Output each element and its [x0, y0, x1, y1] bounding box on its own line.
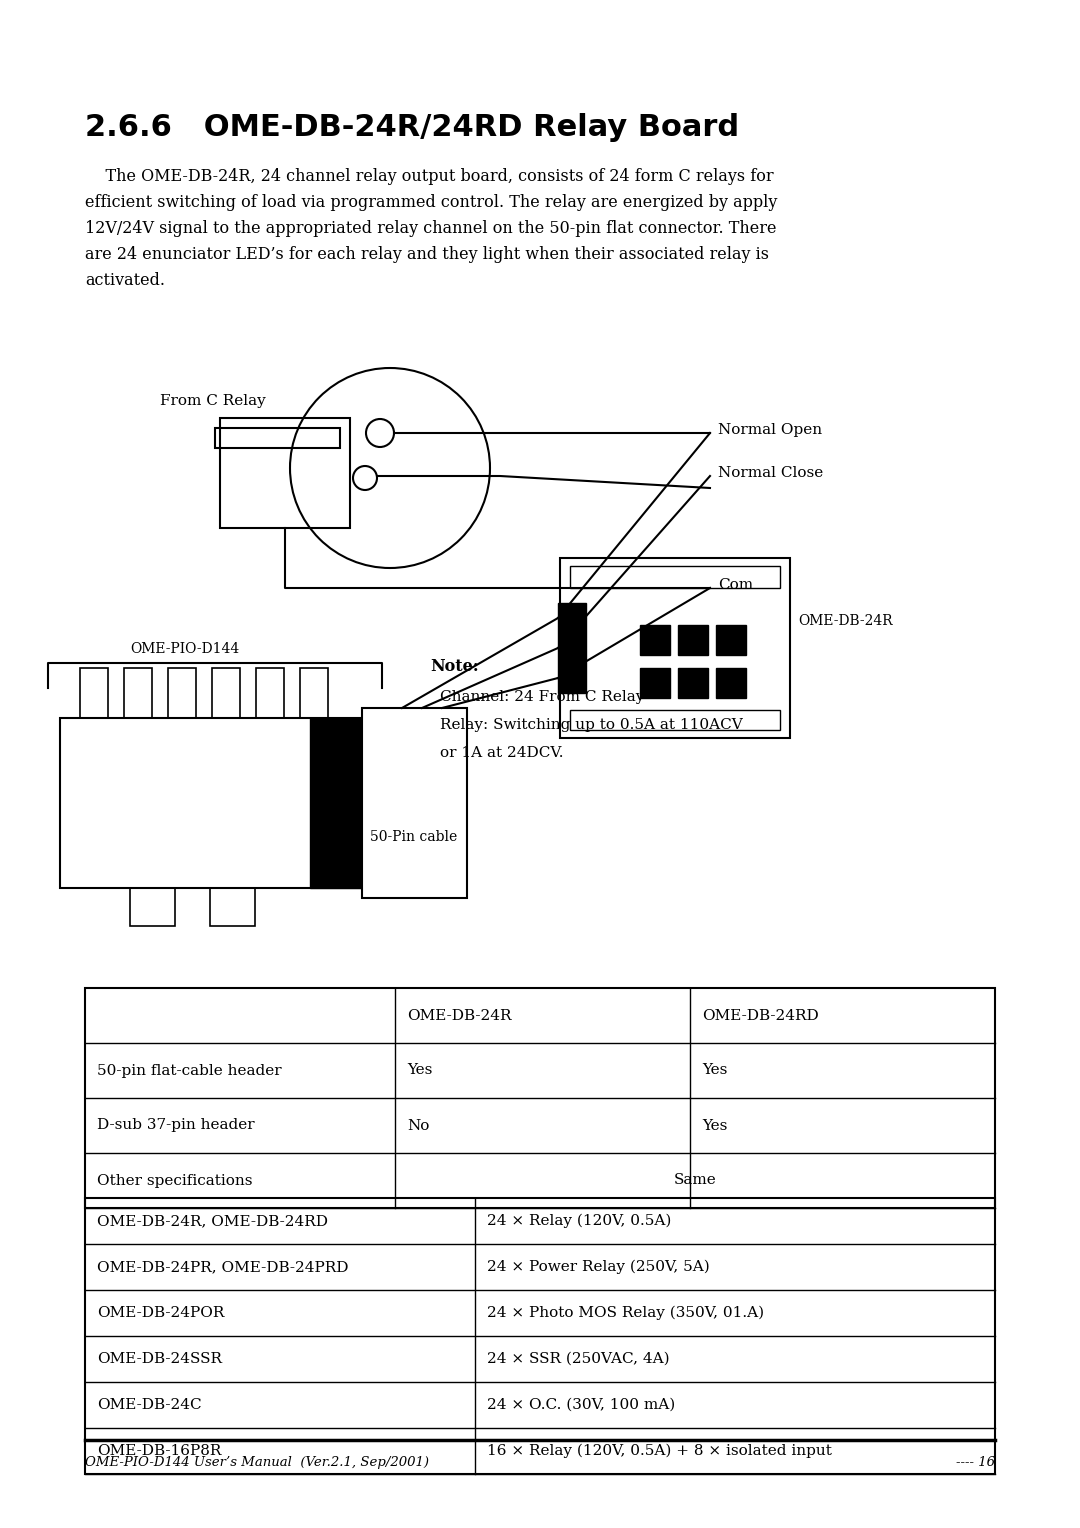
Bar: [678, 668, 708, 698]
Text: OME-PIO-D144: OME-PIO-D144: [130, 642, 240, 656]
Text: 24 × SSR (250VAC, 4A): 24 × SSR (250VAC, 4A): [487, 1352, 670, 1366]
Text: Same: Same: [674, 1174, 716, 1187]
Bar: [570, 711, 780, 730]
Text: Yes: Yes: [702, 1063, 727, 1077]
Text: OME-DB-24SSR: OME-DB-24SSR: [97, 1352, 222, 1366]
Text: D-sub 37-pin header: D-sub 37-pin header: [97, 1118, 255, 1132]
Text: From C Relay: From C Relay: [160, 394, 266, 408]
Bar: [716, 625, 746, 656]
Text: OME-DB-24RD: OME-DB-24RD: [702, 1008, 819, 1022]
Text: OME-DB-24R: OME-DB-24R: [798, 614, 893, 628]
Text: OME-DB-24R: OME-DB-24R: [407, 1008, 512, 1022]
Bar: [558, 604, 586, 694]
Text: OME-DB-16P8R: OME-DB-16P8R: [97, 1444, 221, 1458]
Bar: [678, 625, 708, 656]
Bar: [300, 668, 328, 718]
Bar: [716, 668, 746, 698]
Bar: [256, 668, 284, 718]
Text: OME-PIO-D144 User’s Manual  (Ver.2.1, Sep/2001): OME-PIO-D144 User’s Manual (Ver.2.1, Sep…: [85, 1456, 429, 1468]
Text: Com: Com: [718, 578, 753, 591]
Text: 24 × Relay (120V, 0.5A): 24 × Relay (120V, 0.5A): [487, 1213, 672, 1229]
Bar: [561, 558, 789, 738]
Bar: [168, 668, 195, 718]
Bar: [220, 419, 350, 529]
Bar: [85, 989, 995, 1209]
Text: OME-DB-24PR, OME-DB-24PRD: OME-DB-24PR, OME-DB-24PRD: [97, 1261, 349, 1274]
Text: 50-Pin cable: 50-Pin cable: [370, 830, 458, 843]
Text: 50-pin flat-cable header: 50-pin flat-cable header: [97, 1063, 282, 1077]
Text: 12V/24V signal to the appropriated relay channel on the 50-pin flat connector. T: 12V/24V signal to the appropriated relay…: [85, 220, 777, 237]
Bar: [130, 888, 175, 926]
Text: Normal Close: Normal Close: [718, 466, 823, 480]
Bar: [124, 668, 152, 718]
Text: Normal Open: Normal Open: [718, 423, 822, 437]
Bar: [85, 1198, 995, 1475]
Bar: [60, 718, 370, 888]
Text: efficient switching of load via programmed control. The relay are energized by a: efficient switching of load via programm…: [85, 194, 778, 211]
Text: OME-DB-24R, OME-DB-24RD: OME-DB-24R, OME-DB-24RD: [97, 1215, 328, 1229]
Text: are 24 enunciator LED’s for each relay and they light when their associated rela: are 24 enunciator LED’s for each relay a…: [85, 246, 769, 263]
Text: Yes: Yes: [702, 1118, 727, 1132]
Bar: [640, 668, 670, 698]
Text: 24 × Power Relay (250V, 5A): 24 × Power Relay (250V, 5A): [487, 1259, 710, 1274]
Text: 24 × O.C. (30V, 100 mA): 24 × O.C. (30V, 100 mA): [487, 1398, 675, 1412]
Text: Yes: Yes: [407, 1063, 432, 1077]
Bar: [362, 707, 467, 898]
Text: 24 × Photo MOS Relay (350V, 01.A): 24 × Photo MOS Relay (350V, 01.A): [487, 1306, 765, 1320]
Text: ---- 16: ---- 16: [956, 1456, 995, 1468]
Text: Other specifications: Other specifications: [97, 1174, 253, 1187]
Bar: [310, 718, 362, 888]
Text: Relay: Switching up to 0.5A at 110ACV: Relay: Switching up to 0.5A at 110ACV: [440, 718, 743, 732]
Bar: [212, 668, 240, 718]
Bar: [210, 888, 255, 926]
Text: Note:: Note:: [430, 659, 478, 675]
Bar: [80, 668, 108, 718]
Text: or 1A at 24DCV.: or 1A at 24DCV.: [440, 746, 564, 759]
Text: Channel: 24 From C Relay: Channel: 24 From C Relay: [440, 691, 645, 704]
Bar: [640, 625, 670, 656]
Bar: [570, 565, 780, 588]
Text: activated.: activated.: [85, 272, 165, 289]
Text: OME-DB-24POR: OME-DB-24POR: [97, 1306, 225, 1320]
Text: 16 × Relay (120V, 0.5A) + 8 × isolated input: 16 × Relay (120V, 0.5A) + 8 × isolated i…: [487, 1444, 832, 1458]
Text: 2.6.6   OME-DB-24R/24RD Relay Board: 2.6.6 OME-DB-24R/24RD Relay Board: [85, 113, 739, 142]
Text: OME-DB-24C: OME-DB-24C: [97, 1398, 202, 1412]
Text: The OME-DB-24R, 24 channel relay output board, consists of 24 form C relays for: The OME-DB-24R, 24 channel relay output …: [85, 168, 773, 185]
Text: No: No: [407, 1118, 430, 1132]
